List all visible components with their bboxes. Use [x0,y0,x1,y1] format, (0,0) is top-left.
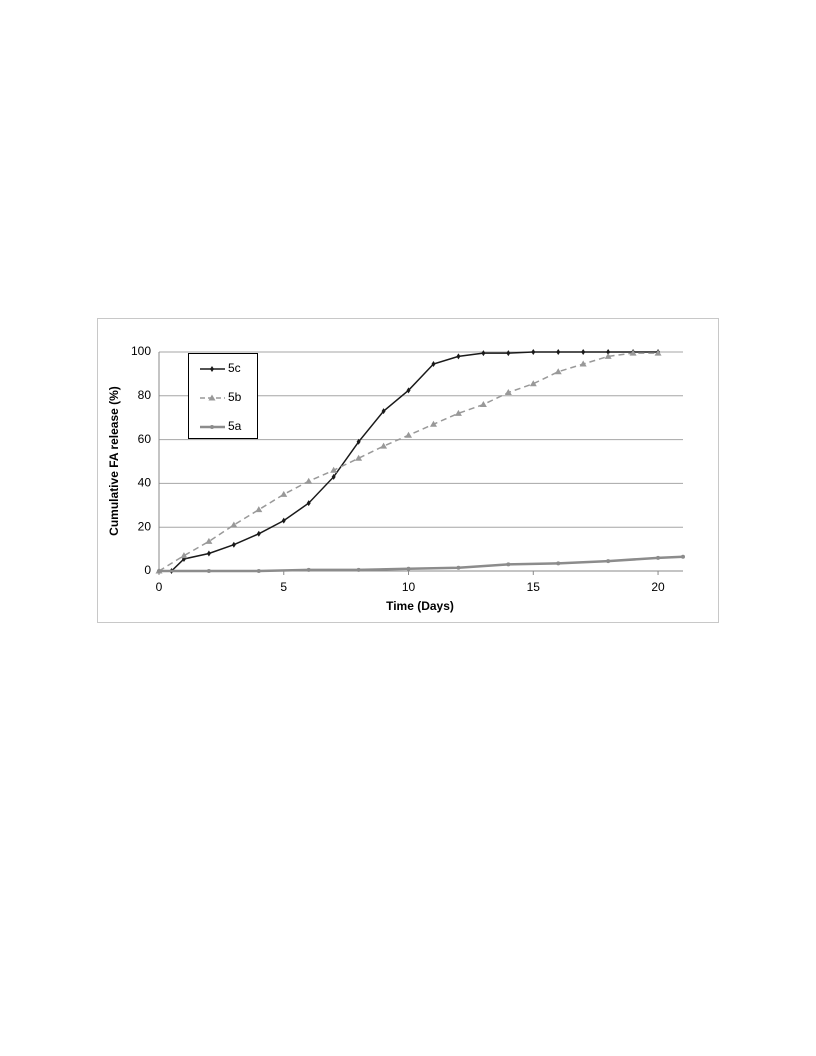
x-tick-label: 15 [527,580,541,594]
marker [556,561,561,566]
series-line [159,555,684,573]
marker [656,555,661,560]
marker [581,349,586,355]
x-tick-label: 0 [156,580,163,594]
x-tick-label: 5 [280,580,287,594]
marker [157,569,161,573]
marker [206,550,211,557]
legend-label: 5c [228,361,241,375]
marker [210,425,214,429]
marker [380,442,388,449]
marker [180,552,188,559]
marker [206,569,211,573]
y-tick-label: 20 [138,519,152,533]
marker [306,500,311,507]
marker [604,352,612,359]
legend-label: 5b [228,390,242,404]
marker [210,366,214,372]
marker [629,349,637,356]
marker [230,521,238,528]
marker [305,477,313,484]
marker [504,389,512,396]
y-tick-label: 80 [138,388,152,402]
marker [255,506,263,513]
marker [479,401,487,408]
marker [481,350,486,357]
marker [606,559,611,564]
marker [406,566,411,571]
x-axis-label: Time (Days) [386,599,454,613]
y-axis-label: Cumulative FA release (%) [107,386,121,536]
marker [554,368,562,375]
legend-box [188,353,258,439]
y-tick-label: 60 [138,432,152,446]
x-tick-label: 20 [651,580,665,594]
marker [306,567,311,572]
marker [579,360,587,367]
marker [456,353,461,360]
marker [506,562,511,567]
marker [280,490,288,497]
marker [355,454,363,461]
marker [681,554,685,559]
marker [606,349,611,355]
marker [531,349,536,355]
marker [381,408,386,415]
marker [331,473,336,480]
marker [256,569,261,573]
y-tick-label: 0 [144,563,151,577]
y-tick-label: 40 [138,476,152,490]
marker [454,409,462,416]
x-tick-label: 10 [402,580,416,594]
marker [529,380,537,387]
marker [205,537,213,544]
marker [330,466,338,473]
marker [405,431,413,438]
series-line [159,351,659,572]
marker [208,394,216,401]
marker [556,349,561,355]
marker [431,361,436,368]
marker [406,387,411,394]
marker [506,350,511,357]
y-tick-label: 100 [131,344,151,358]
marker [356,567,361,572]
marker [456,565,461,570]
marker [256,530,261,537]
legend-label: 5a [228,419,242,433]
marker [429,420,437,427]
marker [231,541,236,548]
marker [654,349,662,356]
marker [281,517,286,524]
marker [356,438,361,445]
